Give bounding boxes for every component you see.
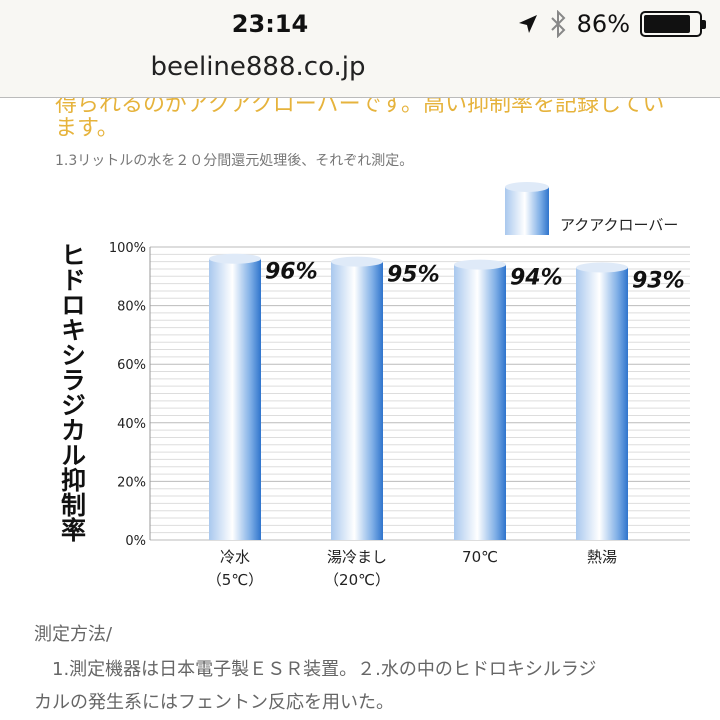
bar-top <box>331 256 383 267</box>
x-tick-label: 湯冷まし <box>327 548 387 566</box>
bar-top <box>576 262 628 273</box>
bar <box>331 261 383 540</box>
measurement-note: 1.3リットルの水を２０分間還元処理後、それぞれ測定。 <box>55 153 414 169</box>
battery-icon <box>640 11 706 37</box>
url-bar[interactable]: beeline888.co.jp <box>150 52 366 82</box>
legend-label: アクアクローバー <box>560 216 678 234</box>
status-time: 23:14 <box>231 10 309 38</box>
y-tick-label: 100% <box>109 241 146 256</box>
y-tick-label: 60% <box>117 358 146 373</box>
bar-chart: 0% 20% 40% 60% 80% 100% ヒドロキシラジカル抑制率 96% 冷水 （5℃… <box>58 182 690 589</box>
method-line-2: カルの発生系にはフェントン反応を用いた。 <box>34 692 394 713</box>
data-label: 94% <box>510 266 563 291</box>
bar-top <box>209 253 261 264</box>
y-axis-label: ヒドロキシラジカル抑制率 <box>58 242 87 542</box>
x-tick-label: 熱湯 <box>587 548 617 566</box>
y-tick-label: 0% <box>125 534 146 549</box>
bar <box>454 264 506 540</box>
status-icons: 86% <box>517 10 706 38</box>
data-label: 95% <box>387 263 440 288</box>
method-line-1: 1.測定機器は日本電子製ＥＳＲ装置。２.水の中のヒドロキシルラジ <box>34 659 597 680</box>
x-tick-label: 冷水 <box>220 548 250 566</box>
x-tick-label: 70℃ <box>462 548 498 566</box>
legend-swatch-top <box>505 182 549 192</box>
x-tick-label: （20℃） <box>324 571 390 589</box>
bluetooth-icon <box>550 10 566 38</box>
legend-swatch <box>505 187 549 235</box>
battery-percent: 86% <box>576 10 630 38</box>
highlight-text: ます。 <box>55 116 119 141</box>
x-tick-label: （5℃） <box>207 571 263 589</box>
y-tick-label: 40% <box>117 417 146 432</box>
data-label: 93% <box>632 269 685 294</box>
y-tick-label: 20% <box>117 475 146 490</box>
bar <box>576 267 628 540</box>
location-arrow-icon <box>518 15 537 33</box>
y-tick-label: 80% <box>117 300 146 315</box>
data-label: 96% <box>265 260 318 285</box>
method-title: 測定方法/ <box>34 624 113 645</box>
bar-top <box>454 259 506 270</box>
bar <box>209 258 261 540</box>
browser-header: 23:14 86% beeline888.co.jp <box>0 0 720 98</box>
